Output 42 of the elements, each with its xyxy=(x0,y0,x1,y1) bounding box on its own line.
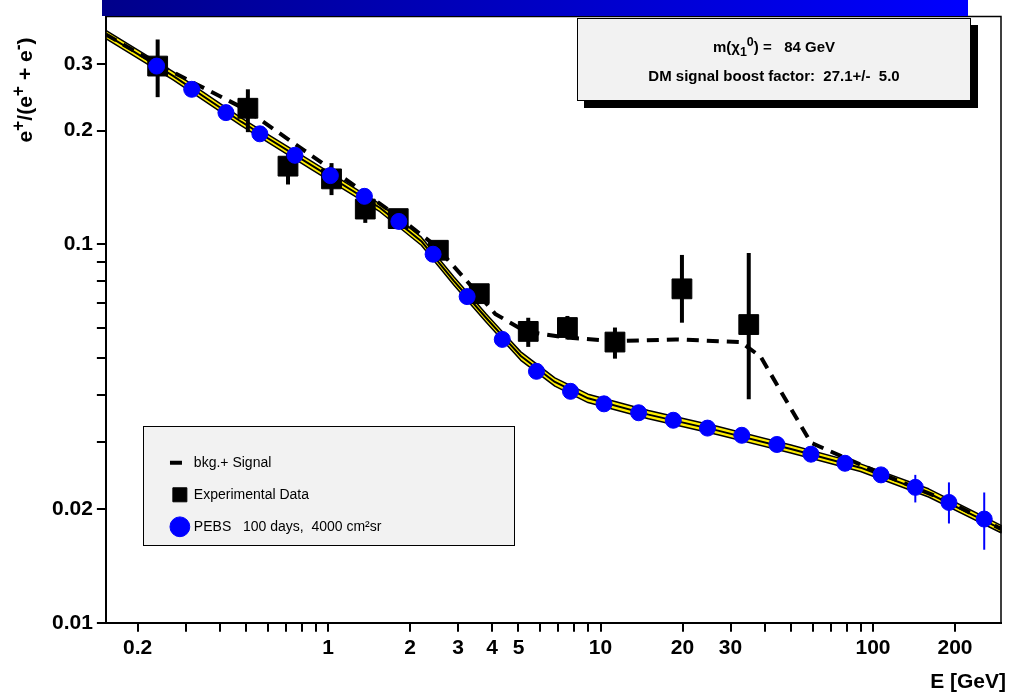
y-tick-label: 0.3 xyxy=(63,50,93,74)
point xyxy=(217,104,235,122)
x-tick-label: 3 xyxy=(452,635,464,659)
y-tick-label: 0.2 xyxy=(63,117,93,141)
point xyxy=(458,288,476,306)
x-tick-label: 100 xyxy=(855,635,891,659)
x-tick-label: 5 xyxy=(512,635,525,659)
point xyxy=(836,454,854,472)
point xyxy=(424,245,442,263)
point xyxy=(802,445,820,463)
point xyxy=(872,466,890,484)
point xyxy=(595,395,613,413)
x-tick-label: 2 xyxy=(404,635,416,659)
x-tick-label: 4 xyxy=(486,635,499,659)
x-tick-label: 200 xyxy=(937,635,973,659)
point xyxy=(664,411,682,429)
x-tick-label: 30 xyxy=(718,635,743,659)
y-tick-label: 0.02 xyxy=(52,495,93,519)
point xyxy=(562,382,579,400)
x-tick-label: 20 xyxy=(670,635,695,659)
x-tick-label: 10 xyxy=(588,635,613,659)
point xyxy=(286,146,304,164)
legend-label: Experimental Data xyxy=(193,485,310,502)
point xyxy=(493,330,511,348)
point xyxy=(183,80,201,98)
annotation: m(χ$_{1}$$^{0}$) = 84 GeV xyxy=(711,35,837,59)
annotation: DM signal boost factor: 27.1+/- 5.0 xyxy=(647,67,901,84)
point xyxy=(733,426,751,444)
point xyxy=(699,419,717,437)
x-tick-label: 0.2 xyxy=(122,635,153,659)
point xyxy=(768,435,786,453)
y-tick-label: 0.1 xyxy=(63,231,94,255)
x-axis-title: E [GeV] xyxy=(930,669,1006,693)
legend-label: bkg.+ Signal xyxy=(193,453,272,470)
point xyxy=(527,362,545,380)
legend-label: PEBS 100 days, 4000 cm²sr xyxy=(193,517,382,534)
x-tick-label: 1 xyxy=(322,635,335,659)
point xyxy=(251,125,269,143)
y-tick-label: 0.01 xyxy=(52,609,94,633)
point xyxy=(321,167,339,185)
point xyxy=(355,187,373,205)
point xyxy=(630,404,648,422)
